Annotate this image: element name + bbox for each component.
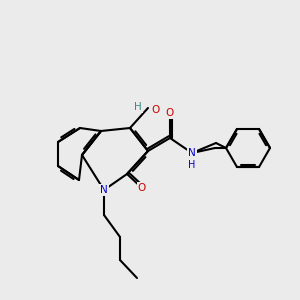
Text: H: H	[134, 102, 142, 112]
Text: O: O	[151, 105, 159, 115]
Text: N: N	[188, 148, 196, 158]
Text: O: O	[138, 183, 146, 193]
Text: N: N	[100, 185, 108, 195]
Text: H: H	[188, 160, 196, 170]
Text: O: O	[166, 108, 174, 118]
